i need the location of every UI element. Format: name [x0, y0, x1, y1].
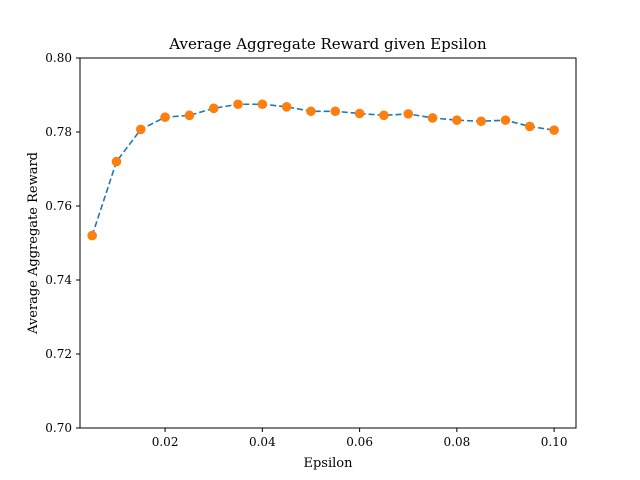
y-axis-label: Average Aggregate Reward [26, 152, 41, 335]
data-point [233, 99, 243, 110]
y-tick-label: 0.74 [45, 273, 72, 287]
y-tick-label: 0.76 [45, 199, 72, 213]
data-point [208, 103, 219, 114]
data-point [452, 115, 462, 125]
x-tick-label: 0.10 [541, 435, 568, 449]
data-point [281, 102, 292, 112]
data-point [330, 106, 341, 117]
x-tick-label: 0.08 [444, 435, 471, 449]
data-point [354, 108, 365, 119]
y-tick-label: 0.78 [45, 125, 72, 139]
data-point [111, 156, 122, 167]
data-point [135, 124, 146, 135]
data-point [549, 125, 559, 135]
data-point [87, 230, 97, 241]
y-axis: 0.70 0.72 0.74 0.76 0.78 0.80 [45, 51, 80, 435]
y-tick-label: 0.70 [45, 421, 72, 435]
data-point [403, 109, 414, 119]
x-axis: 0.02 0.04 0.06 0.08 0.10 [152, 428, 568, 449]
plot-frame [79, 57, 577, 429]
data-point [160, 112, 170, 122]
data-point [525, 121, 535, 132]
x-tick-label: 0.06 [346, 435, 373, 449]
data-point [257, 99, 268, 110]
data-point [184, 110, 195, 121]
data-point [427, 113, 438, 123]
chart-title: Average Aggregate Reward given Epsilon [168, 35, 487, 53]
x-axis-label: Epsilon [304, 456, 354, 471]
data-point [476, 116, 486, 127]
y-tick-label: 0.80 [45, 51, 72, 65]
data-point [500, 115, 511, 125]
y-tick-label: 0.72 [45, 347, 72, 361]
plot-area [87, 99, 559, 241]
x-tick-label: 0.02 [152, 435, 179, 449]
data-point [379, 110, 389, 121]
x-tick-label: 0.04 [249, 435, 276, 449]
data-point [306, 106, 316, 117]
